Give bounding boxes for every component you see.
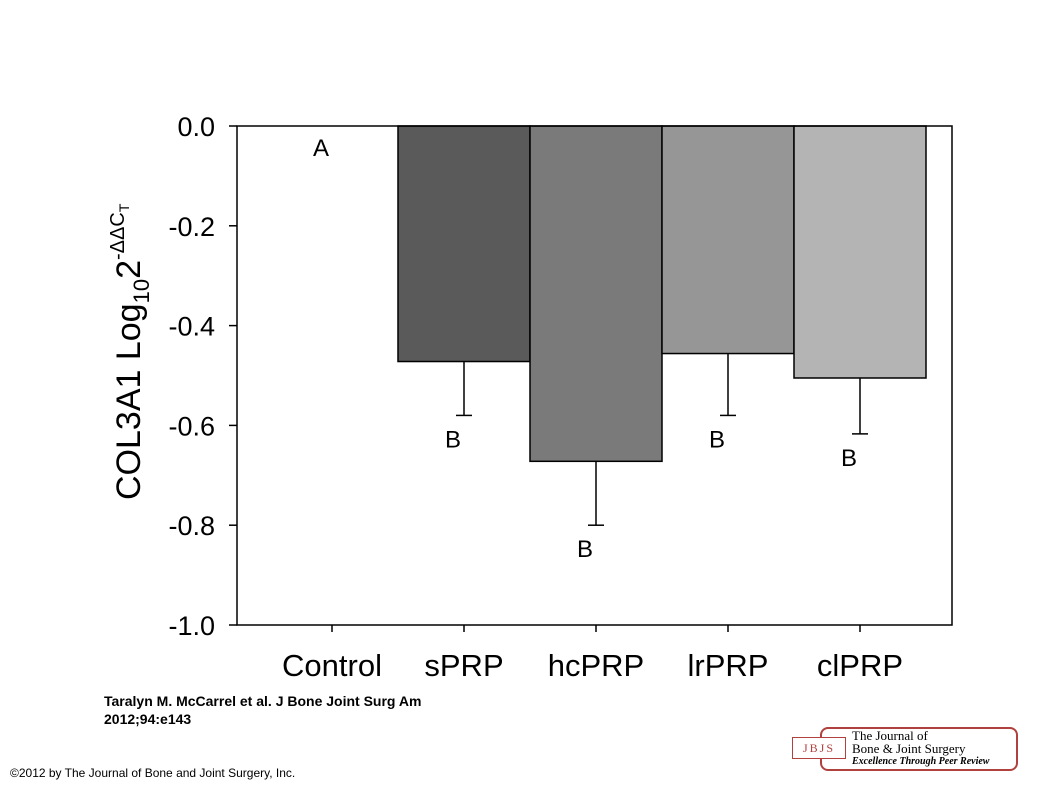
- x-tick-label-lrPRP: lrPRP: [688, 648, 769, 683]
- y-axis-label-base: 2: [110, 260, 148, 279]
- copyright-notice: ©2012 by The Journal of Bone and Joint S…: [10, 766, 296, 780]
- citation-line-2: 2012;94:e143: [104, 711, 192, 727]
- x-tick-label-sPRP: sPRP: [424, 648, 503, 683]
- bar-chart: COL3A1 Log102-ΔΔCT A B B B B 0.0 -0.2 -0.4 -0.6 -…: [107, 112, 953, 683]
- citation: Taralyn M. McCarrel et al. J Bone Joint …: [104, 692, 504, 728]
- significance-label-lrPRP: B: [709, 426, 725, 453]
- bar-hcPRP: [529, 125, 663, 463]
- y-tick-label: -1.0: [168, 611, 215, 641]
- significance-label-clPRP: B: [841, 445, 857, 472]
- journal-logo: JBJS The Journal of Bone & Joint Surgery…: [792, 726, 1018, 771]
- bar-clPRP: [793, 125, 927, 379]
- y-tick-label: -0.6: [168, 411, 215, 441]
- y-axis-label-sub: 10: [129, 279, 154, 303]
- x-tick-label-hcPRP: hcPRP: [548, 648, 644, 683]
- significance-label-sPRP: B: [445, 426, 461, 453]
- significance-label-hcPRP: B: [577, 536, 593, 563]
- plot-area: A B B B B 0.0 -0.2 -0.4 -0.6 -0.8 -1.0 Control sPRP h…: [168, 112, 953, 683]
- logo-line-1: The Journal of: [852, 728, 928, 743]
- y-tick-label: -0.4: [168, 312, 215, 342]
- bar-sPRP: [397, 125, 531, 363]
- svg-text:COL3A1 Log102-ΔΔCT: COL3A1 Log102-ΔΔCT: [107, 203, 154, 500]
- y-axis-label-sup-sub: T: [116, 203, 132, 212]
- plot-frame: [236, 125, 953, 626]
- logo-abbrev: JBJS: [792, 737, 846, 759]
- bar-lrPRP: [661, 125, 795, 355]
- significance-label-Control: A: [313, 135, 329, 162]
- logo-text: The Journal of Bone & Joint Surgery Exce…: [852, 729, 989, 768]
- logo-line-2: Bone & Joint Surgery: [852, 741, 966, 756]
- logo-line-3: Excellence Through Peer Review: [852, 756, 990, 767]
- y-tick-label: -0.2: [168, 212, 215, 242]
- y-axis-label: COL3A1 Log102-ΔΔCT: [107, 203, 154, 500]
- citation-line-1: Taralyn M. McCarrel et al. J Bone Joint …: [104, 693, 422, 709]
- y-axis-label-main: COL3A1 Log: [110, 303, 148, 500]
- x-tick-label-clPRP: clPRP: [817, 648, 903, 683]
- y-tick-label: -0.8: [168, 511, 215, 541]
- y-tick-label: 0.0: [177, 112, 215, 142]
- x-tick-label-Control: Control: [282, 648, 382, 683]
- y-axis-label-sup: -ΔΔC: [107, 212, 129, 260]
